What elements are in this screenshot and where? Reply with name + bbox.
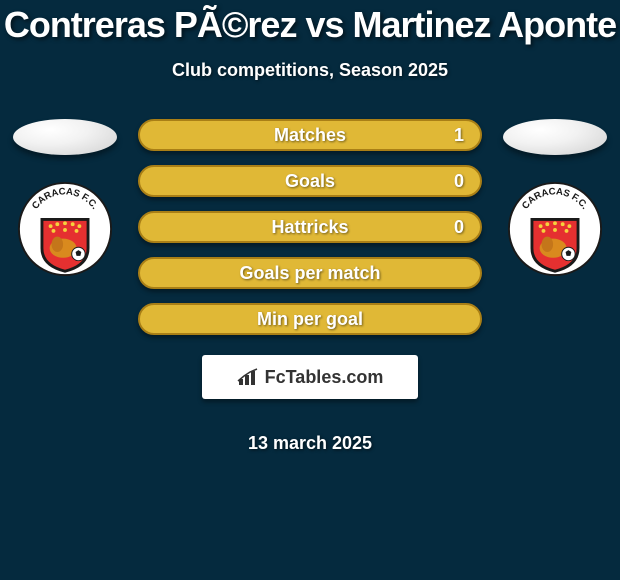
main-row: CARACAS F.C. Matches 1 (0, 119, 620, 454)
stat-value: 0 (454, 171, 464, 192)
player-photo-placeholder-left (13, 119, 117, 155)
stat-label: Hattricks (271, 217, 348, 238)
bars-icon (237, 367, 261, 387)
stat-value: 1 (454, 125, 464, 146)
stat-row-matches: Matches 1 (138, 119, 482, 151)
stat-label: Matches (274, 125, 346, 146)
team-badge-left: CARACAS F.C. (17, 181, 113, 277)
page-title: Contreras PÃ©rez vs Martinez Aponte (0, 4, 620, 46)
stat-value: 0 (454, 217, 464, 238)
source-logo-text: FcTables.com (265, 367, 384, 388)
footer-date: 13 march 2025 (248, 433, 372, 454)
stat-row-goals: Goals 0 (138, 165, 482, 197)
right-player-column: CARACAS F.C. (500, 119, 610, 277)
stat-row-goals-per-match: Goals per match (138, 257, 482, 289)
stat-label: Min per goal (257, 309, 363, 330)
player-photo-placeholder-right (503, 119, 607, 155)
stat-label: Goals (285, 171, 335, 192)
page: Contreras PÃ©rez vs Martinez Aponte Club… (0, 0, 620, 454)
stat-row-hattricks: Hattricks 0 (138, 211, 482, 243)
source-logo: FcTables.com (237, 367, 384, 388)
page-subtitle: Club competitions, Season 2025 (0, 60, 620, 81)
stat-row-min-per-goal: Min per goal (138, 303, 482, 335)
stat-label: Goals per match (239, 263, 380, 284)
stats-column: Matches 1 Goals 0 Hattricks 0 Goals per … (138, 119, 482, 454)
source-logo-box: FcTables.com (202, 355, 418, 399)
left-player-column: CARACAS F.C. (10, 119, 120, 277)
team-badge-right: CARACAS F.C. (507, 181, 603, 277)
